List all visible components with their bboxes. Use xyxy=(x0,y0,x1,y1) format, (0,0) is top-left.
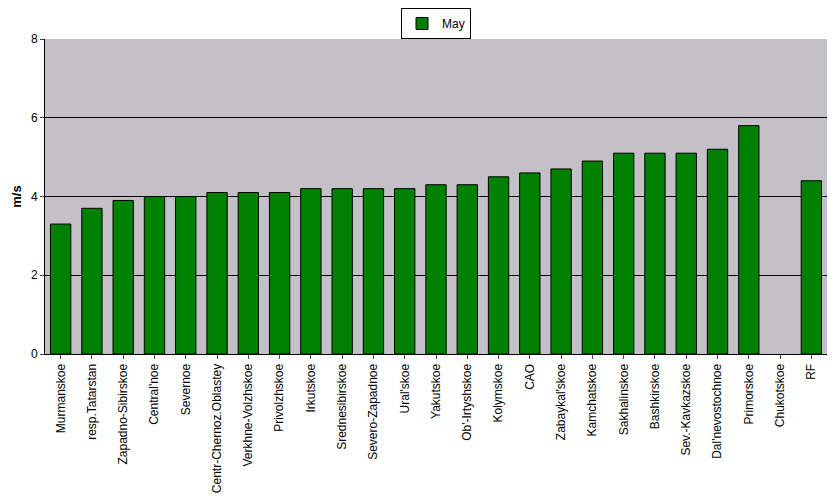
svg-text:Centr-Chernoz.Oblastey: Centr-Chernoz.Oblastey xyxy=(210,364,224,493)
svg-text:0: 0 xyxy=(31,347,38,361)
svg-text:Severnoe: Severnoe xyxy=(179,363,193,415)
svg-text:Irkutskoe: Irkutskoe xyxy=(304,363,318,412)
svg-text:Zabaykal'skoe: Zabaykal'skoe xyxy=(554,363,568,440)
svg-text:Primorskoe: Primorskoe xyxy=(742,363,756,424)
svg-text:resp.Tatarstan: resp.Tatarstan xyxy=(85,364,99,440)
svg-text:Murmanskoe: Murmanskoe xyxy=(54,363,68,433)
svg-text:Severo-Zapadnoe: Severo-Zapadnoe xyxy=(366,363,380,459)
svg-text:Yakutskoe: Yakutskoe xyxy=(429,363,443,418)
svg-text:Sev.-Kavkazskoe: Sev.-Kavkazskoe xyxy=(679,363,693,455)
svg-text:m/s: m/s xyxy=(9,185,24,207)
svg-text:2: 2 xyxy=(31,268,38,282)
svg-text:May: May xyxy=(442,17,465,31)
svg-text:4: 4 xyxy=(31,190,38,204)
svg-text:Srednesibirskoe: Srednesibirskoe xyxy=(335,363,349,449)
svg-text:Zapadno-Sibirskoe: Zapadno-Sibirskoe xyxy=(116,363,130,464)
svg-text:Kamchatskoe: Kamchatskoe xyxy=(585,363,599,436)
svg-text:Bashkirskoe: Bashkirskoe xyxy=(648,363,662,429)
svg-text:Privolzhskoe: Privolzhskoe xyxy=(273,363,287,431)
svg-text:Ural'skoe: Ural'skoe xyxy=(398,363,412,413)
svg-text:Sakhalinskoe: Sakhalinskoe xyxy=(617,363,631,435)
svg-text:Chukotskoe: Chukotskoe xyxy=(773,363,787,427)
svg-text:RF: RF xyxy=(804,364,818,380)
svg-text:Dal'nevostochnoe: Dal'nevostochnoe xyxy=(710,363,724,458)
svg-text:Verkhne-Volzhskoe: Verkhne-Volzhskoe xyxy=(241,363,255,466)
svg-text:CAO: CAO xyxy=(523,364,537,390)
svg-text:Kolymskoe: Kolymskoe xyxy=(491,363,505,422)
svg-text:Central'noe: Central'noe xyxy=(147,363,161,424)
svg-text:8: 8 xyxy=(31,32,38,46)
svg-text:6: 6 xyxy=(31,111,38,125)
svg-text:Ob'-Irtyshskoe: Ob'-Irtyshskoe xyxy=(460,363,474,440)
